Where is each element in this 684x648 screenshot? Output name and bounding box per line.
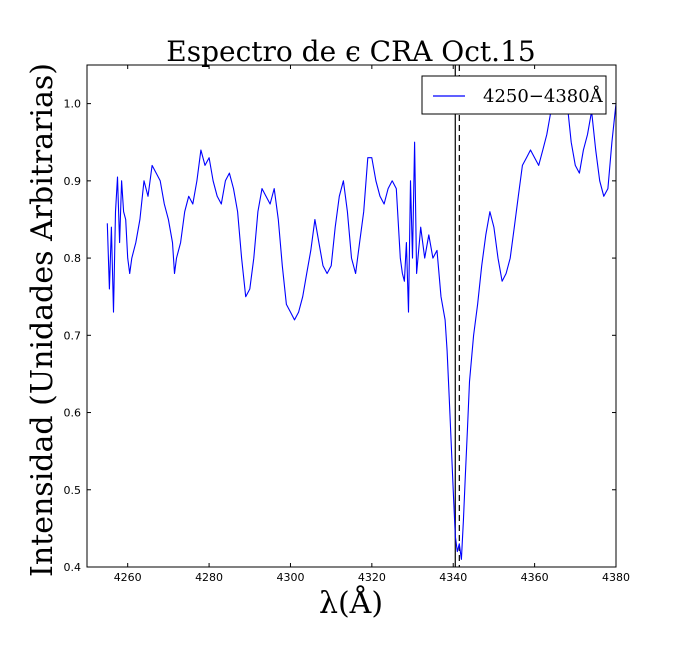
legend: 4250−4380Å [421, 75, 607, 115]
plot-frame [86, 64, 617, 568]
x-tick-label: 4360 [521, 571, 549, 584]
x-tick-label: 4380 [602, 571, 630, 584]
y-tick-label: 0.5 [64, 484, 82, 497]
x-tick-label: 4280 [195, 571, 223, 584]
y-tick-label: 0.6 [64, 407, 82, 420]
chart-title: Espectro de ϵ CRA Oct.15 [166, 35, 535, 68]
y-tick-label: 0.8 [64, 252, 82, 265]
y-tick-label: 0.4 [64, 561, 82, 574]
y-tick-label: 0.9 [64, 175, 82, 188]
x-axis-label: λ(Å) [319, 585, 383, 621]
series-layer [106, 103, 617, 560]
y-axis-label: Intensidad (Unidades Arbitrarias) [25, 63, 60, 577]
tick-layer: 4260 4280 4300 4320 4340 4360 4380 0.4 0.5 0.6 0.7… [64, 65, 630, 584]
x-tick-label: 4300 [276, 571, 304, 584]
legend-box [421, 75, 607, 115]
y-tick-label: 0.7 [64, 329, 82, 342]
spectrum-series-line [106, 103, 617, 560]
x-tick-label: 4260 [114, 571, 142, 584]
legend-entry-label: 4250−4380Å [483, 85, 604, 107]
reference-lines [454, 65, 460, 567]
x-tick-label: 4320 [358, 571, 386, 584]
y-tick-label: 1.0 [64, 98, 82, 111]
x-tick-label: 4340 [439, 571, 467, 584]
